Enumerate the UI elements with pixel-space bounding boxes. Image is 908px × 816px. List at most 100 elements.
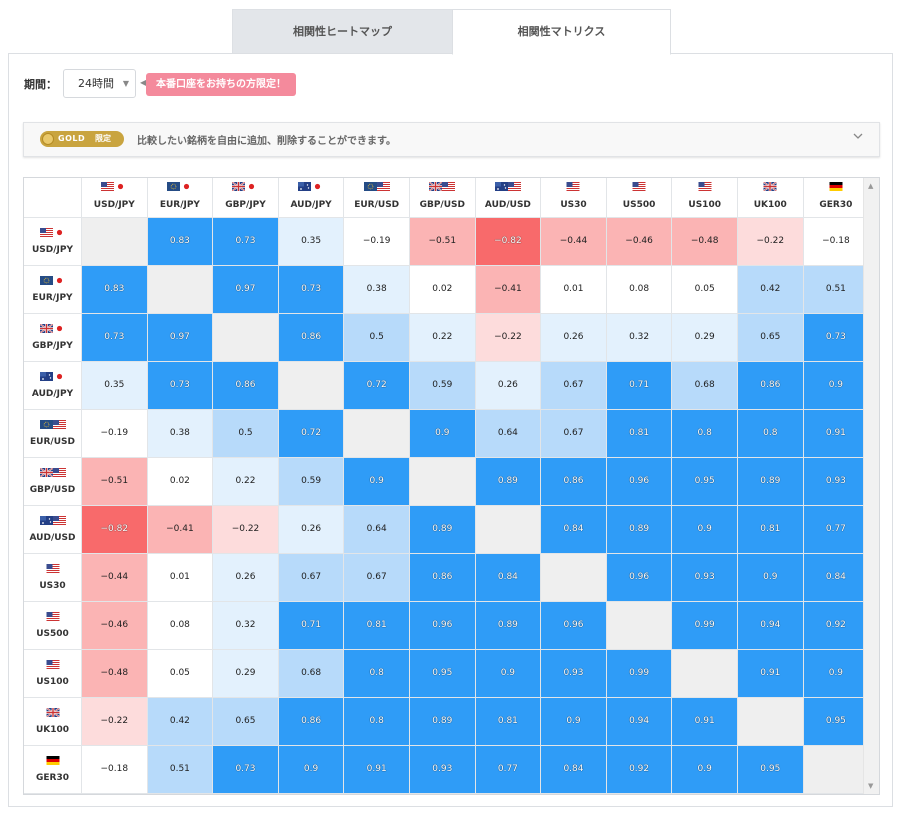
flag-icons <box>429 182 456 191</box>
correlation-cell: 0.81 <box>738 506 804 554</box>
correlation-cell: 0.95 <box>738 746 804 794</box>
vertical-scrollbar[interactable]: ▲ ▼ <box>863 178 879 794</box>
gold-feature-bar[interactable]: GOLD 限定 比較したい銘柄を自由に追加、削除することができます。 <box>23 122 880 157</box>
row-header-label: US100 <box>36 677 69 687</box>
correlation-cell: 0.73 <box>147 362 214 410</box>
correlation-cell: 0.42 <box>738 266 804 314</box>
tab-correlation-heatmap[interactable]: 相関性ヒートマップ <box>232 9 453 54</box>
correlation-cell: 0.9 <box>672 746 738 794</box>
coin-icon <box>42 133 54 145</box>
jp-flag-icon <box>245 182 259 191</box>
us-flag-icon <box>52 516 66 525</box>
correlation-cell: 0.73 <box>213 746 279 794</box>
correlation-cell: −0.48 <box>672 218 738 266</box>
flag-icons <box>363 182 390 191</box>
diagonal-cell <box>147 266 214 314</box>
period-select[interactable]: 24時間 ▼ <box>63 69 136 98</box>
gb-flag-icon <box>763 182 777 191</box>
correlation-cell: 0.96 <box>606 458 673 506</box>
correlation-cell: 0.51 <box>803 266 870 314</box>
row-header: UK100 <box>24 698 82 746</box>
correlation-cell: 0.9 <box>278 746 345 794</box>
de-flag-icon <box>46 756 59 765</box>
column-header-label: EUR/USD <box>354 200 400 210</box>
row-header-label: USD/JPY <box>31 245 73 255</box>
correlation-cell: 0.8 <box>738 410 804 458</box>
us-flag-icon <box>46 612 59 621</box>
diagonal-cell <box>475 506 542 554</box>
row-header: AUD/JPY <box>24 362 82 410</box>
scroll-up-icon[interactable]: ▲ <box>868 182 874 190</box>
flag-icons <box>763 182 777 191</box>
column-header-label: US500 <box>622 200 656 210</box>
correlation-cell: 0.35 <box>82 362 148 410</box>
column-header-label: US30 <box>560 200 587 210</box>
correlation-cell: 0.86 <box>410 554 476 602</box>
correlation-cell: 0.73 <box>213 218 279 266</box>
correlation-cell: 0.9 <box>541 698 607 746</box>
correlation-cell: 0.29 <box>213 650 279 698</box>
eu-flag-icon <box>166 182 180 191</box>
correlation-cell: 0.9 <box>672 506 738 554</box>
correlation-cell: −0.19 <box>82 410 148 458</box>
correlation-cell: 0.65 <box>213 698 279 746</box>
correlation-cell: 0.92 <box>606 746 673 794</box>
period-label: 期間： <box>24 78 57 91</box>
row-header-label: EUR/JPY <box>32 293 73 303</box>
column-header: USD/JPY <box>82 178 148 218</box>
column-header: EUR/JPY <box>147 178 214 218</box>
correlation-cell: 0.8 <box>344 650 410 698</box>
correlation-cell: 0.67 <box>541 410 607 458</box>
column-header-label: USD/JPY <box>93 200 135 210</box>
correlation-cell: 0.91 <box>803 410 870 458</box>
correlation-cell: 0.97 <box>213 266 279 314</box>
jp-flag-icon <box>52 228 66 237</box>
jp-flag-icon <box>52 324 66 333</box>
correlation-cell: 0.29 <box>672 314 738 362</box>
chevron-down-icon[interactable] <box>853 131 863 141</box>
column-header-label: US100 <box>688 200 721 210</box>
flag-icons <box>39 468 66 477</box>
correlation-cell: 0.94 <box>606 698 673 746</box>
correlation-cell: 0.89 <box>738 458 804 506</box>
correlation-cell: 0.94 <box>738 602 804 650</box>
row-header-label: AUD/USD <box>29 533 76 543</box>
flag-icons <box>101 182 128 191</box>
flag-icons <box>46 564 59 573</box>
flag-icons <box>46 708 59 717</box>
correlation-cell: −0.44 <box>541 218 607 266</box>
correlation-cell: 0.73 <box>803 314 870 362</box>
correlation-cell: 0.71 <box>606 362 673 410</box>
diagonal-cell <box>541 554 607 602</box>
correlation-cell: 0.67 <box>278 554 345 602</box>
correlation-cell: 0.64 <box>475 410 542 458</box>
column-header-label: EUR/JPY <box>159 200 200 210</box>
flag-icons <box>39 372 66 381</box>
correlation-cell: 0.35 <box>278 218 345 266</box>
gb-flag-icon <box>46 708 59 717</box>
column-header: GER30 <box>803 178 870 218</box>
correlation-cell: 0.89 <box>475 602 542 650</box>
row-header: GBP/USD <box>24 458 82 506</box>
column-header-label: GER30 <box>819 200 853 210</box>
correlation-cell: 0.42 <box>147 698 214 746</box>
column-header: GBP/JPY <box>213 178 279 218</box>
correlation-cell: 0.72 <box>344 362 410 410</box>
gb-flag-icon <box>39 468 53 477</box>
correlation-cell: 0.9 <box>344 458 410 506</box>
correlation-cell: 0.26 <box>475 362 542 410</box>
us-flag-icon <box>46 564 59 573</box>
correlation-cell: 0.91 <box>344 746 410 794</box>
scroll-down-icon[interactable]: ▼ <box>868 782 874 790</box>
correlation-cell: 0.68 <box>278 650 345 698</box>
flag-icons <box>39 276 66 285</box>
correlation-cell: −0.22 <box>82 698 148 746</box>
row-header-label: GER30 <box>36 773 69 783</box>
correlation-cell: −0.51 <box>82 458 148 506</box>
row-header: USD/JPY <box>24 218 82 266</box>
tab-correlation-matrix[interactable]: 相関性マトリクス <box>452 9 671 55</box>
correlation-cell: 0.93 <box>672 554 738 602</box>
row-header-label: US30 <box>39 581 66 591</box>
flag-icons <box>39 228 66 237</box>
jp-flag-icon <box>52 372 66 381</box>
